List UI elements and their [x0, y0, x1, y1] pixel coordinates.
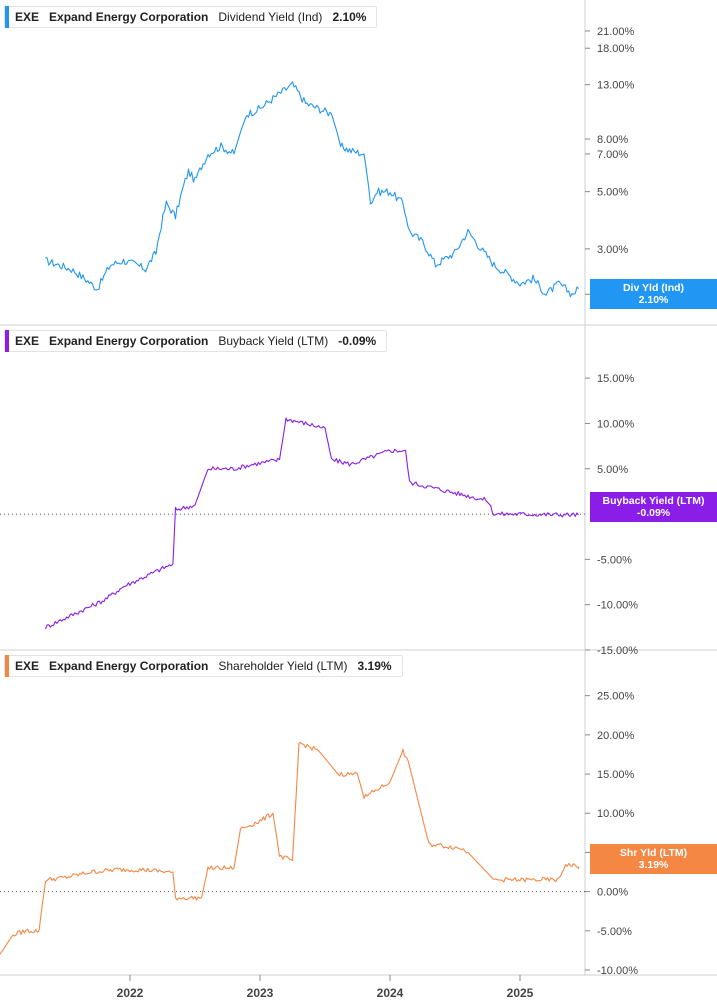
- y-tick-label: -10.00%: [597, 600, 638, 612]
- ticker-label: EXE: [15, 10, 40, 24]
- value-badge-value: 2.10%: [638, 294, 669, 306]
- metric-name: Dividend Yield (Ind): [218, 10, 323, 24]
- ticker-label: EXE: [15, 659, 40, 673]
- y-tick-label: 13.00%: [597, 80, 635, 92]
- x-tick-label: 2024: [377, 986, 404, 1000]
- panel-header-dividend: EXE Expand Energy Corporation Dividend Y…: [4, 6, 378, 28]
- y-tick-label: 8.00%: [597, 134, 628, 146]
- series-line: [44, 417, 579, 630]
- value-badge-value: -0.09%: [636, 507, 671, 519]
- value-badge-dividend: Div Yld (Ind) 2.10%: [590, 279, 717, 309]
- y-tick-label: 0.00%: [597, 887, 628, 899]
- y-tick-label: 5.00%: [597, 187, 628, 199]
- y-tick-label: 21.00%: [597, 26, 635, 38]
- value-badge-label: Buyback Yield (LTM): [602, 495, 705, 507]
- x-tick-label: 2023: [247, 986, 274, 1000]
- company-name: Expand Energy Corporation: [49, 334, 209, 348]
- value-badge-buyback: Buyback Yield (LTM) -0.09%: [590, 492, 717, 522]
- metric-value: 3.19%: [357, 659, 392, 673]
- y-tick-label: 20.00%: [597, 730, 635, 742]
- panel-header-buyback: EXE Expand Energy Corporation Buyback Yi…: [4, 330, 388, 352]
- value-badge-label: Shr Yld (LTM): [619, 847, 688, 859]
- y-tick-label: -5.00%: [597, 554, 632, 566]
- y-tick-label: 10.00%: [597, 808, 635, 820]
- metric-value: -0.09%: [338, 334, 377, 348]
- value-badge-label: Div Yld (Ind): [622, 282, 685, 294]
- series-line: [0, 742, 580, 955]
- value-badge-shareholder: Shr Yld (LTM) 3.19%: [590, 844, 717, 874]
- y-tick-label: 7.00%: [597, 149, 628, 161]
- y-tick-label: -15.00%: [597, 645, 638, 657]
- y-tick-label: 15.00%: [597, 769, 635, 781]
- ticker-label: EXE: [15, 334, 40, 348]
- y-tick-label: -5.00%: [597, 926, 632, 938]
- y-tick-label: 25.00%: [597, 691, 635, 703]
- y-tick-label: 18.00%: [597, 43, 635, 55]
- series-color-swatch: [5, 6, 9, 28]
- value-badge-value: 3.19%: [638, 859, 669, 871]
- panel-header-shareholder: EXE Expand Energy Corporation Shareholde…: [4, 655, 403, 677]
- y-tick-label: 10.00%: [597, 418, 635, 430]
- y-tick-label: 3.00%: [597, 244, 628, 256]
- metric-name: Shareholder Yield (LTM): [218, 659, 348, 673]
- y-tick-label: 15.00%: [597, 373, 635, 385]
- metric-value: 2.10%: [332, 10, 367, 24]
- y-tick-label: -10.00%: [597, 965, 638, 977]
- company-name: Expand Energy Corporation: [49, 659, 209, 673]
- series-color-swatch: [5, 330, 9, 352]
- x-tick-label: 2025: [507, 986, 534, 1000]
- company-name: Expand Energy Corporation: [49, 10, 209, 24]
- series-color-swatch: [5, 655, 9, 677]
- y-tick-label: 5.00%: [597, 464, 628, 476]
- x-tick-label: 2022: [117, 986, 144, 1000]
- series-line: [45, 81, 580, 298]
- metric-name: Buyback Yield (LTM): [218, 334, 329, 348]
